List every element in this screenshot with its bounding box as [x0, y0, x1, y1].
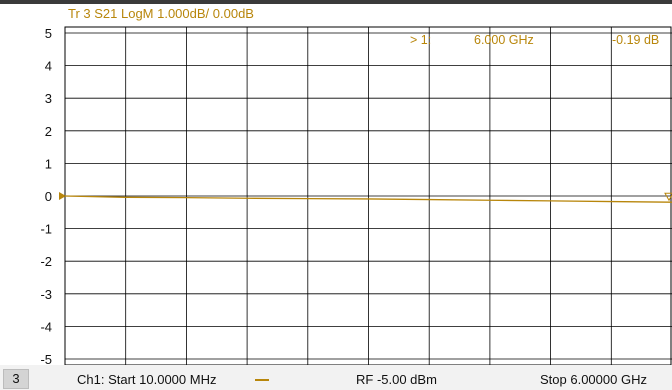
marker-frequency: 6.000 GHz: [474, 33, 534, 47]
markers: [59, 192, 672, 202]
y-tick-label: 3: [45, 91, 52, 106]
top-band: [0, 0, 672, 4]
marker-readout: > 1: 6.000 GHz -0.19 dB: [410, 33, 659, 47]
trace-line: [64, 195, 672, 203]
start-frequency[interactable]: Ch1: Start 10.0000 MHz: [77, 372, 217, 387]
trace-layer: [64, 195, 672, 203]
reference-level-arrow[interactable]: [59, 192, 66, 200]
y-tick-label: 0: [45, 189, 52, 204]
y-tick-label: 1: [45, 156, 52, 171]
y-tick-label: 4: [45, 59, 52, 74]
chart-svg: 5 4 3 2 1 0 -1 -2 -3 -4 -5 > 1: 6.000 GHz -0.19 dB: [40, 26, 672, 365]
grid: [64, 26, 672, 365]
status-bar: 3 Ch1: Start 10.0000 MHz RF -5.00 dBm St…: [0, 365, 672, 390]
y-axis-ticks: 5 4 3 2 1 0 -1 -2 -3 -4 -5: [40, 26, 52, 365]
trace-title[interactable]: Tr 3 S21 LogM 1.000dB/ 0.00dB: [68, 6, 254, 21]
y-tick-label: 2: [45, 124, 52, 139]
marker-1-triangle[interactable]: [664, 192, 672, 202]
trace-color-swatch: [255, 379, 269, 381]
y-tick-label: 5: [45, 26, 52, 41]
marker-label: > 1:: [410, 33, 431, 47]
y-tick-label: -2: [40, 254, 52, 269]
y-tick-label: -4: [40, 319, 52, 334]
y-tick-label: -1: [40, 222, 52, 237]
stop-frequency[interactable]: Stop 6.00000 GHz: [540, 372, 647, 387]
y-tick-label: -3: [40, 287, 52, 302]
marker-value: -0.19 dB: [612, 33, 659, 47]
channel-number-box[interactable]: 3: [3, 369, 29, 389]
y-tick-label: -5: [40, 352, 52, 365]
rf-power[interactable]: RF -5.00 dBm: [356, 372, 437, 387]
